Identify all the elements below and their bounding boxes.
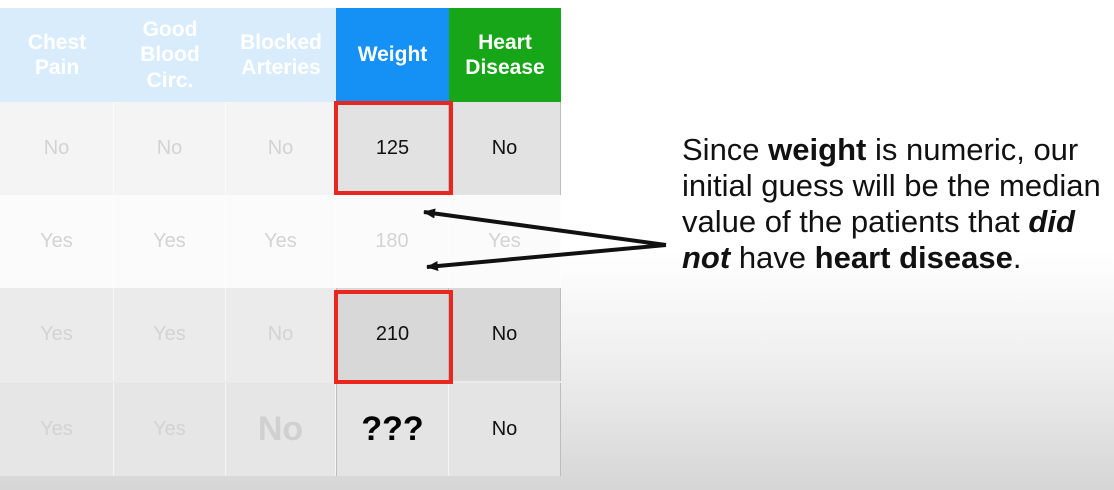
- table-cell-weight: 125: [336, 102, 449, 195]
- header-line: Heart: [478, 30, 532, 54]
- note-text: is numeric, our initial guess will be th…: [682, 132, 1101, 239]
- header-line: Disease: [465, 56, 545, 79]
- table-cell: Yes: [0, 288, 114, 381]
- table-cell: No: [0, 102, 114, 195]
- note-text: Since: [682, 132, 769, 167]
- table-cell: Yes: [114, 383, 226, 476]
- arrow-to-row3: [426, 243, 667, 271]
- table-cell-heart-disease: Yes: [449, 195, 561, 288]
- table-cell: Yes: [114, 288, 226, 381]
- table-cell-heart-disease: No: [449, 383, 561, 476]
- table-cell-weight-missing: ???: [336, 383, 449, 476]
- note-bold-heart-disease: heart disease: [814, 240, 1013, 275]
- table-cell-heart-disease: No: [449, 102, 561, 195]
- explanation-text: Since weight is numeric, our initial gue…: [682, 132, 1107, 276]
- note-text: .: [1012, 240, 1022, 275]
- table-cell-heart-disease: No: [449, 288, 561, 381]
- highlight-box: [334, 101, 453, 195]
- table-row: Yes Yes No 210 No: [0, 288, 561, 381]
- header-line: Blood: [140, 43, 200, 67]
- header-line: Chest: [27, 30, 87, 54]
- header-heart-disease: Heart Disease: [449, 8, 561, 102]
- table-cell: No: [114, 102, 226, 195]
- note-bold-italic: did not: [682, 204, 1075, 275]
- header-line: Circ.: [146, 68, 194, 92]
- table-cell: Yes: [0, 195, 114, 288]
- header-line: Good: [142, 18, 198, 42]
- table-cell-weight: 210: [336, 288, 449, 381]
- header-line: Arteries: [241, 56, 321, 79]
- header-blocked-arteries: Blocked Arteries: [226, 8, 336, 102]
- header-line: Weight: [357, 43, 428, 67]
- table-row: Yes Yes Yes 180 Yes: [0, 195, 561, 288]
- data-table: Chest Pain Good Blood Circ. Blocked Arteries…: [0, 0, 561, 478]
- header-good-blood-circ: Good Blood Circ.: [114, 8, 226, 102]
- table-cell-weight: 180: [336, 195, 449, 288]
- arrow-to-row1: [423, 208, 667, 247]
- table-cell: Yes: [0, 383, 114, 476]
- table-cell: No: [226, 383, 336, 476]
- table-row: Yes Yes No ??? No: [0, 383, 561, 476]
- highlight-box: [334, 290, 453, 384]
- header-line: Blocked: [240, 30, 322, 54]
- table-cell: Yes: [114, 195, 226, 288]
- header-chest-pain: Chest Pain: [0, 8, 114, 102]
- header-line: Pain: [34, 56, 80, 79]
- note-text: have: [730, 240, 815, 275]
- table-cell: Yes: [226, 195, 336, 288]
- header-weight: Weight: [336, 8, 449, 102]
- note-bold-weight: weight: [768, 132, 867, 167]
